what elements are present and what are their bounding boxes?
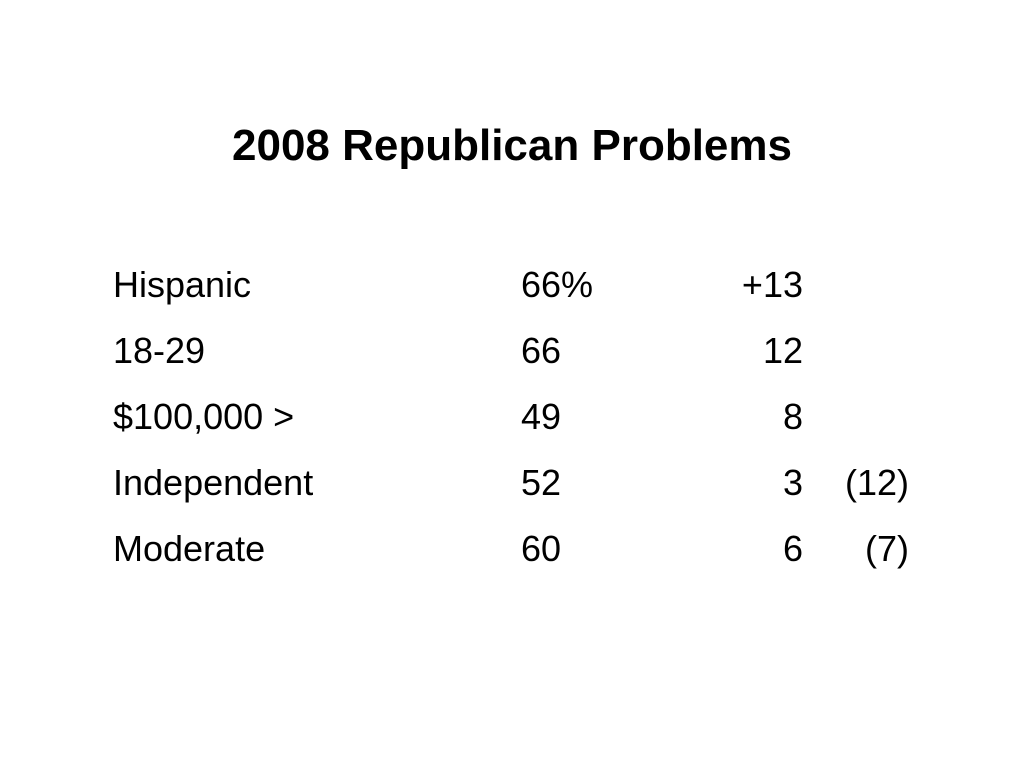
row-change: +13 (741, 264, 803, 305)
row-label: Hispanic (113, 264, 252, 305)
row-percent: 60 (521, 528, 562, 569)
row-percent: 49 (521, 396, 562, 437)
row-label: 18-29 (113, 330, 206, 371)
row-percent: 52 (521, 462, 562, 503)
row-change: 3 (782, 462, 803, 503)
row-change: 12 (762, 330, 803, 371)
slide-title: 2008 Republican Problems (232, 121, 792, 170)
row-label: Moderate (113, 528, 266, 569)
row-change: 6 (782, 528, 803, 569)
row-extra: (12) (844, 462, 909, 503)
row-label: $100,000 > (113, 396, 295, 437)
row-percent: 66 (521, 330, 562, 371)
row-label: Independent (113, 462, 314, 503)
row-percent: 66% (521, 264, 594, 305)
row-change: 8 (782, 396, 803, 437)
row-extra: (7) (865, 528, 909, 569)
